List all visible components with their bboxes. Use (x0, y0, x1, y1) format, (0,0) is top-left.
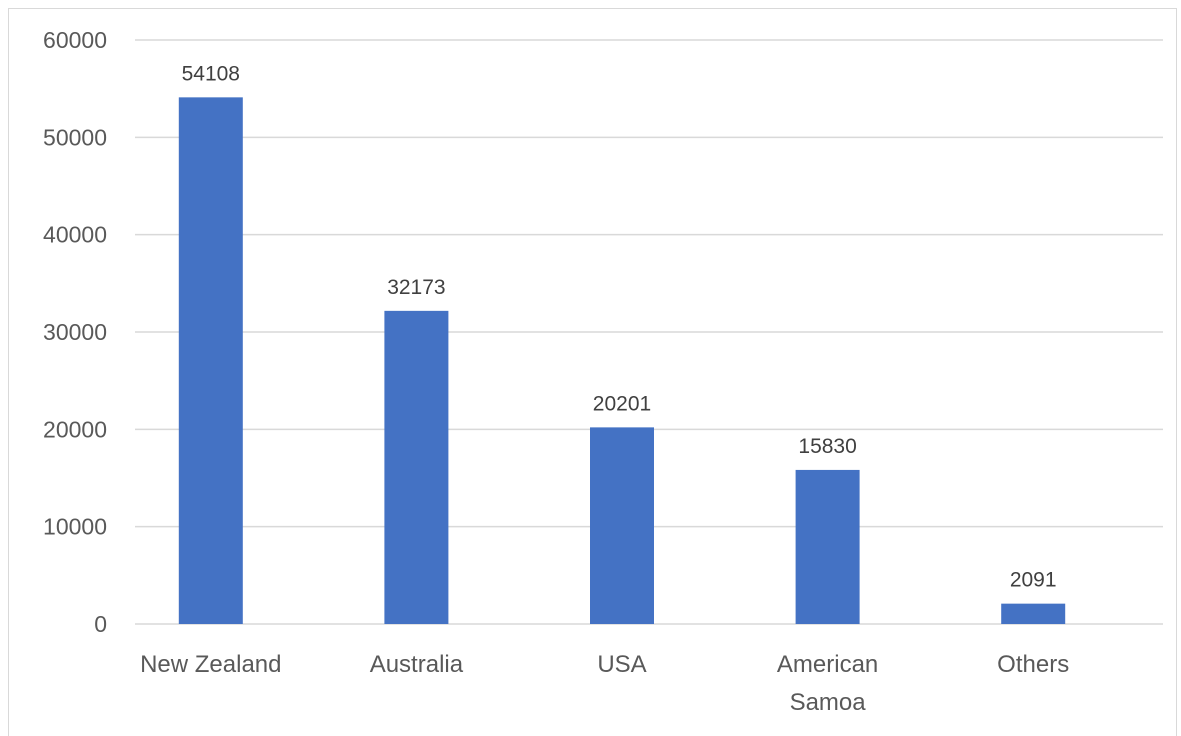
y-tick-label: 0 (94, 611, 107, 637)
data-label: 54108 (182, 62, 240, 85)
category-label: New Zealand (140, 651, 281, 678)
y-tick-label: 40000 (43, 222, 107, 248)
bar-usa (590, 427, 654, 624)
category-label: Others (997, 651, 1069, 678)
bar-american-samoa (795, 469, 860, 624)
bars (178, 97, 1066, 624)
category-label: USA (597, 651, 646, 678)
bar-new-zealand (178, 97, 243, 624)
y-axis-ticks: 0 10000 20000 30000 40000 50000 60000 (43, 27, 107, 637)
y-tick-label: 50000 (43, 124, 107, 150)
y-tick-label: 10000 (43, 514, 107, 540)
y-tick-label: 20000 (43, 416, 107, 442)
data-label: 2091 (1010, 569, 1057, 592)
data-labels: 54108 32173 20201 15830 2091 (182, 62, 1057, 591)
data-label: 20201 (593, 392, 651, 415)
bar-australia (384, 310, 449, 624)
bar-others (1001, 603, 1066, 624)
chart-frame (8, 8, 1177, 736)
data-label: 15830 (798, 435, 856, 458)
category-label: American Samoa (777, 651, 878, 716)
y-tick-label: 60000 (43, 27, 107, 53)
category-label: Australia (370, 651, 464, 678)
data-label: 32173 (387, 276, 445, 299)
x-axis-categories: New Zealand Australia USA American Samoa Othe… (140, 651, 1069, 716)
y-tick-label: 30000 (43, 319, 107, 345)
